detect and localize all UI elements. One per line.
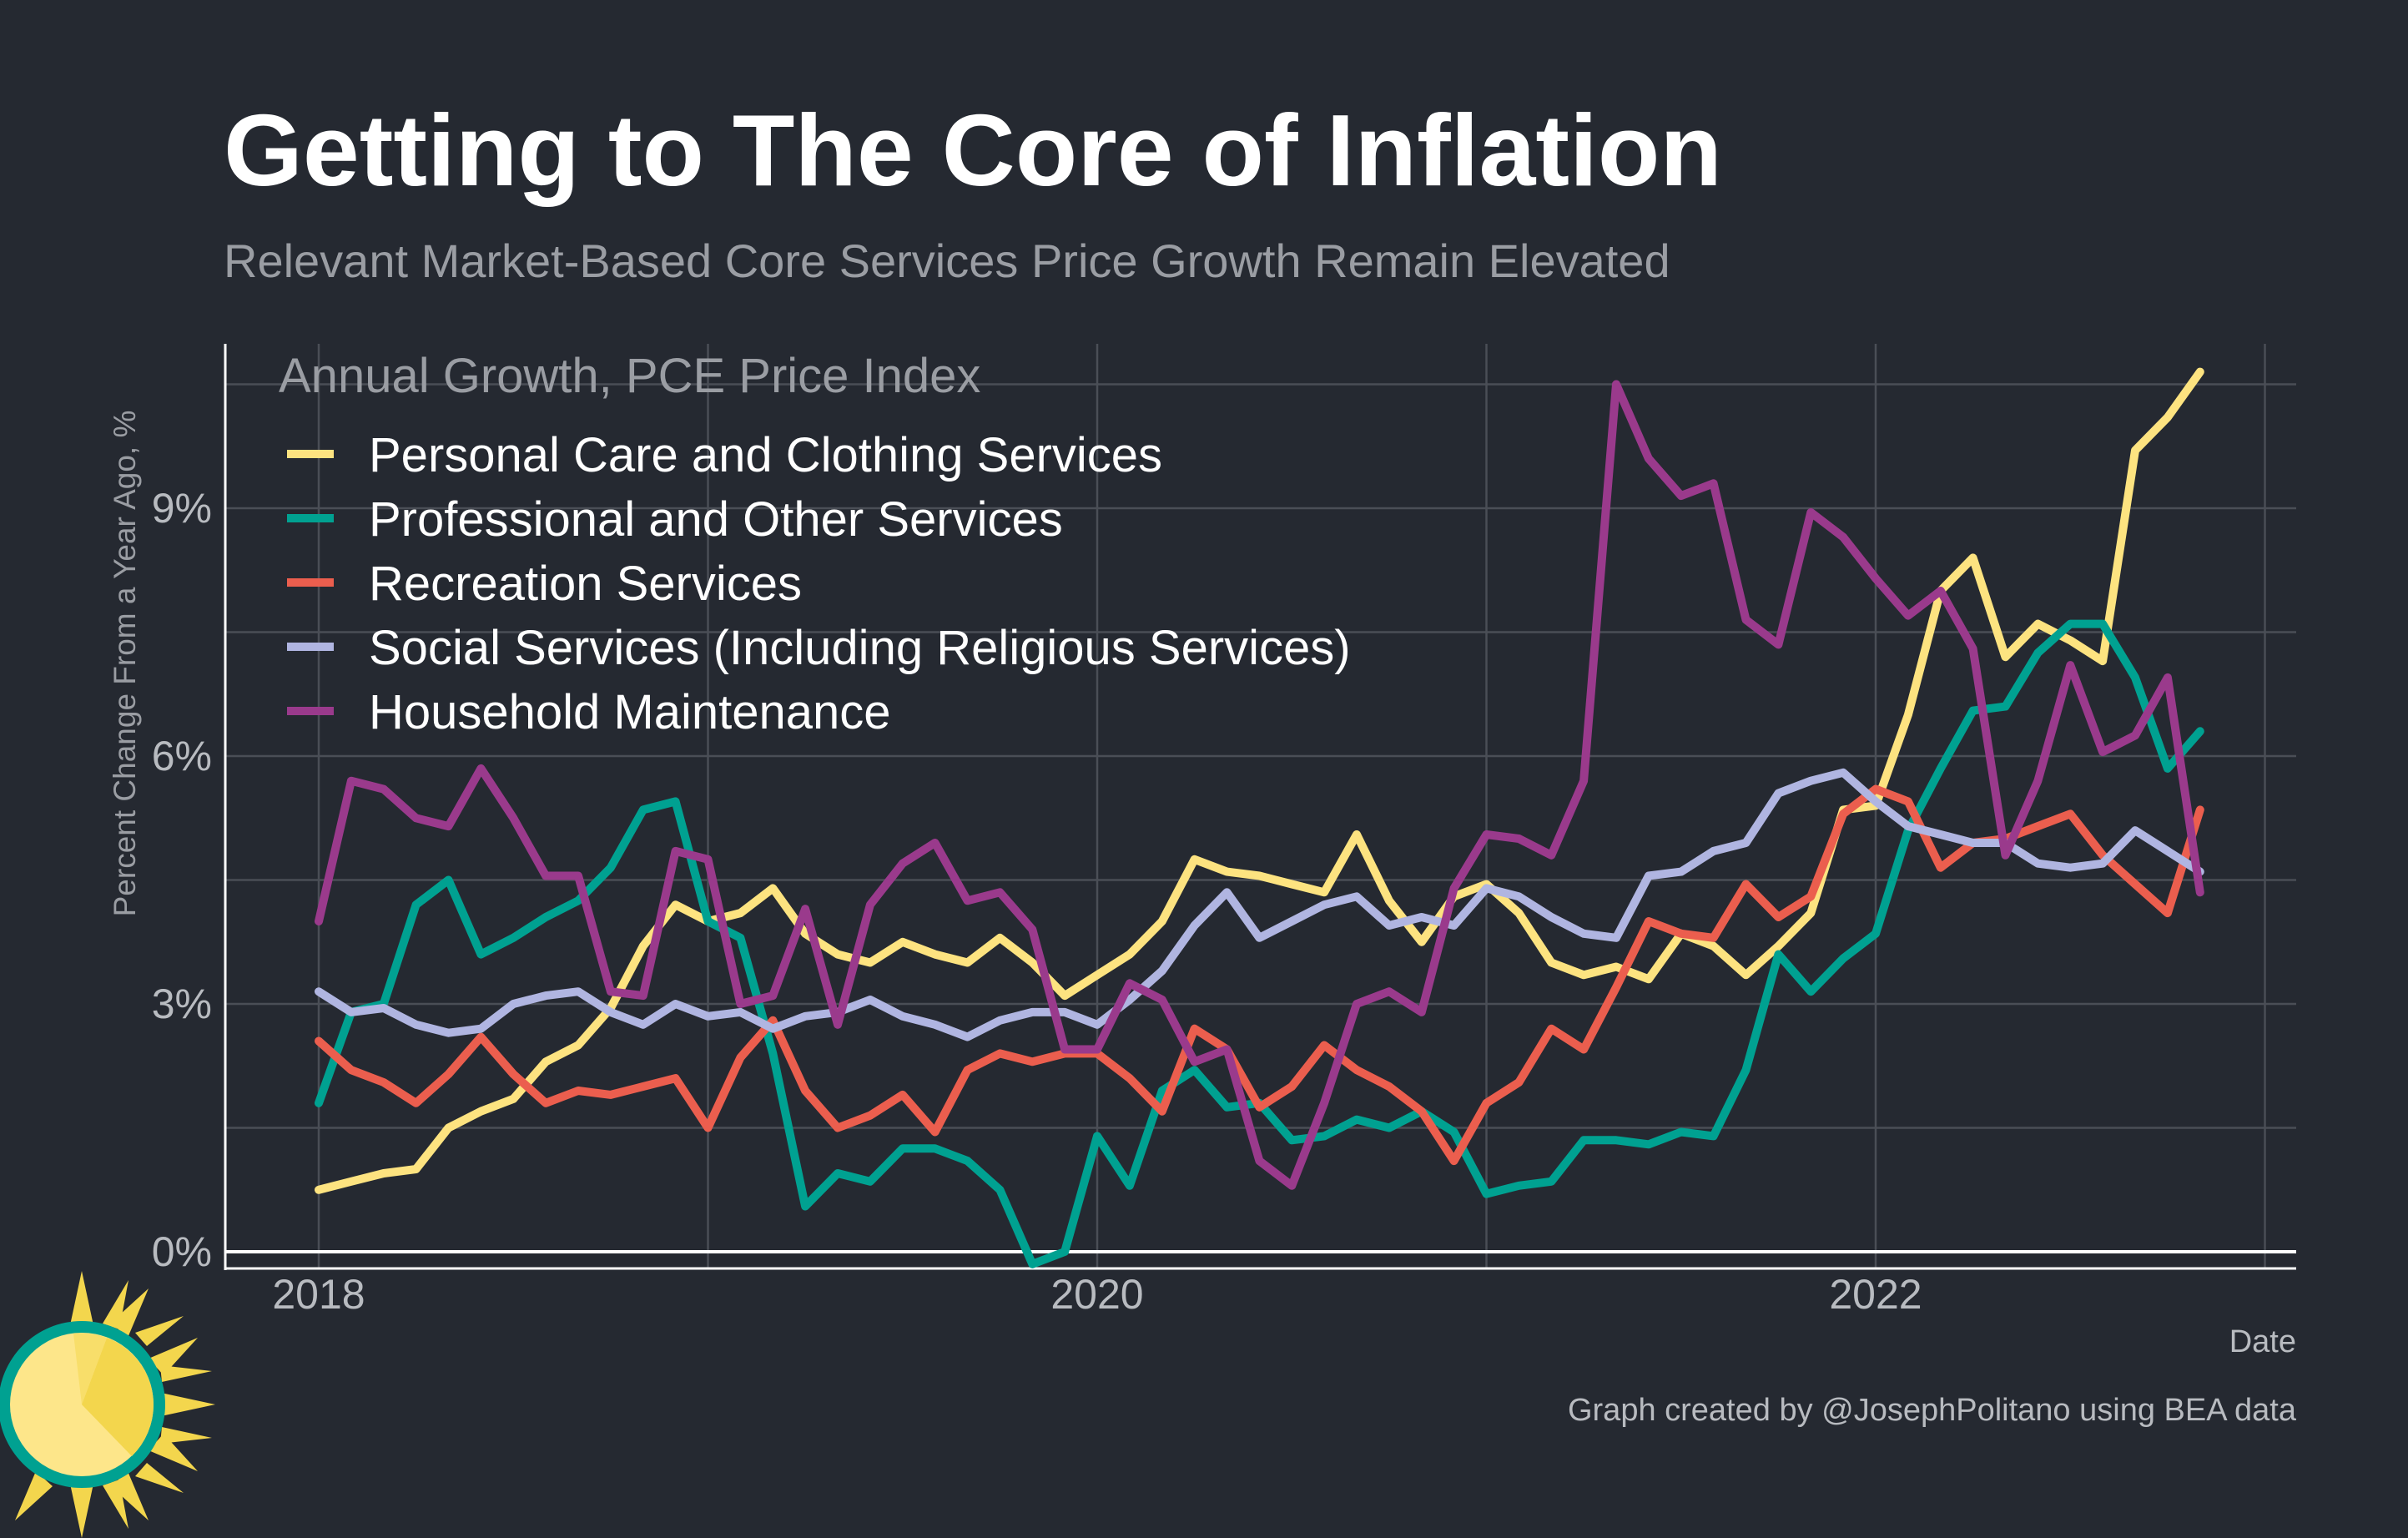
legend-label: Household Maintenance: [369, 685, 891, 739]
x-tick-label: 2020: [1050, 1271, 1143, 1318]
source-caption: Graph created by @JosephPolitano using B…: [1568, 1393, 2297, 1428]
x-tick-label: 2022: [1829, 1271, 1922, 1318]
series-line-1: [315, 367, 2204, 1194]
series-lines: [315, 367, 2204, 1268]
series-line-4: [315, 768, 2204, 1041]
x-axis-label: Date: [2229, 1324, 2296, 1359]
series-line-5: [315, 380, 2204, 1190]
x-tick-labels: 2018 2020 2022: [272, 1271, 1922, 1318]
x-tick-label: 2018: [272, 1271, 365, 1318]
legend-title: Annual Growth, PCE Price Index: [279, 349, 980, 403]
y-tick-labels: 0% 3% 6% 9%: [152, 485, 212, 1275]
y-axis-label: Percent Change From a Year Ago, %: [108, 411, 142, 917]
y-tick-label: 6%: [152, 733, 212, 779]
legend-label: Personal Care and Clothing Services: [369, 428, 1162, 482]
legend-label: Recreation Services: [369, 557, 802, 611]
legend-label: Professional and Other Services: [369, 492, 1063, 547]
sun-logo-icon: [0, 1271, 215, 1538]
series-line-3: [315, 784, 2204, 1166]
grid: [225, 344, 2296, 1268]
legend-label: Social Services (Including Religious Ser…: [369, 621, 1351, 675]
y-tick-label: 9%: [152, 485, 212, 532]
legend: Annual Growth, PCE Price Index Personal …: [279, 349, 1351, 739]
chart-subtitle: Relevant Market-Based Core Services Pric…: [224, 234, 1670, 287]
y-tick-label: 3%: [152, 981, 212, 1027]
chart-title: Getting to The Core of Inflation: [224, 93, 1722, 207]
y-tick-label: 0%: [152, 1228, 212, 1275]
